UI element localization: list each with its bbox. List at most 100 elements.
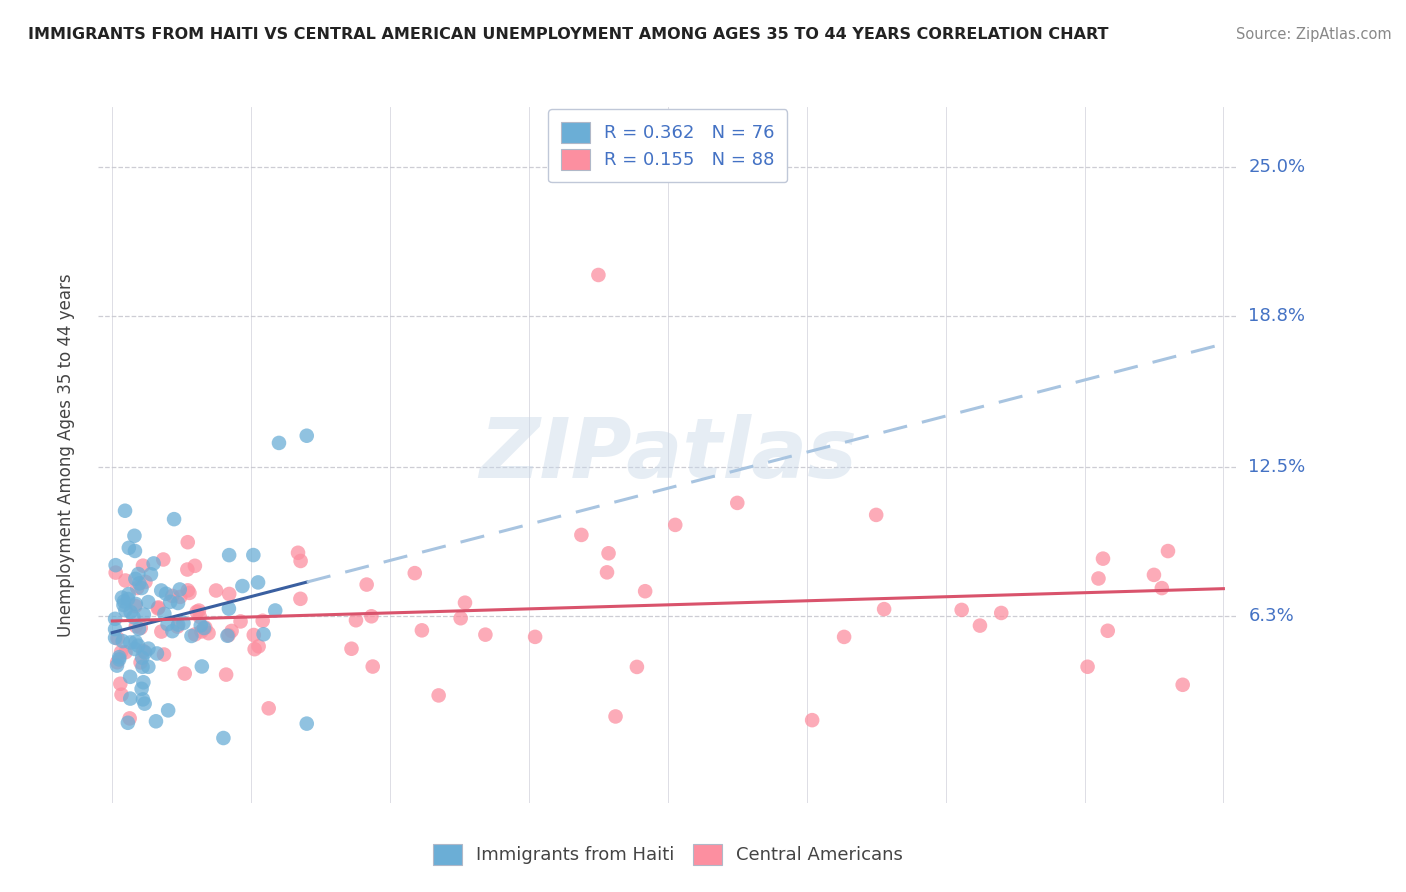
Point — [215, 667, 238, 681]
Point — [128, 622, 150, 636]
Point — [167, 596, 190, 610]
Point — [163, 512, 186, 526]
Point — [231, 579, 253, 593]
Point — [172, 615, 194, 630]
Point — [193, 621, 215, 635]
Point — [474, 627, 496, 641]
Point — [122, 610, 145, 624]
Point — [155, 587, 177, 601]
Point — [120, 605, 142, 619]
Point — [110, 645, 132, 659]
Point — [156, 617, 179, 632]
Point — [267, 436, 290, 450]
Text: 18.8%: 18.8% — [1249, 307, 1305, 325]
Point — [146, 647, 169, 661]
Point — [153, 648, 176, 662]
Point — [596, 566, 619, 580]
Point — [134, 697, 156, 711]
Legend: Immigrants from Haiti, Central Americans: Immigrants from Haiti, Central Americans — [420, 831, 915, 877]
Point — [152, 552, 174, 566]
Point — [120, 691, 142, 706]
Point — [290, 554, 312, 568]
Point — [110, 677, 132, 691]
Point — [124, 635, 146, 649]
Point — [1150, 581, 1173, 595]
Point — [148, 600, 170, 615]
Point — [127, 581, 149, 595]
Point — [129, 621, 152, 635]
Point — [132, 675, 155, 690]
Point — [865, 508, 887, 522]
Text: Source: ZipAtlas.com: Source: ZipAtlas.com — [1236, 27, 1392, 42]
Point — [150, 624, 173, 639]
Text: 6.3%: 6.3% — [1249, 607, 1294, 624]
Point — [221, 624, 243, 638]
Point — [108, 650, 131, 665]
Point — [125, 597, 148, 611]
Point — [287, 546, 309, 560]
Text: 12.5%: 12.5% — [1249, 458, 1306, 476]
Point — [142, 557, 165, 571]
Point — [153, 607, 176, 621]
Point — [205, 583, 228, 598]
Point — [605, 709, 627, 723]
Point — [138, 660, 160, 674]
Point — [588, 268, 610, 282]
Point — [132, 644, 155, 658]
Point — [218, 587, 240, 601]
Point — [252, 627, 274, 641]
Point — [124, 544, 146, 558]
Point — [188, 610, 211, 624]
Point — [139, 567, 162, 582]
Point — [104, 566, 127, 580]
Point — [218, 628, 240, 642]
Point — [243, 642, 266, 657]
Point — [295, 428, 318, 442]
Point — [427, 689, 450, 703]
Point — [114, 574, 136, 588]
Point — [361, 659, 384, 673]
Point — [131, 660, 153, 674]
Text: IMMIGRANTS FROM HAITI VS CENTRAL AMERICAN UNEMPLOYMENT AMONG AGES 35 TO 44 YEARS: IMMIGRANTS FROM HAITI VS CENTRAL AMERICA… — [28, 27, 1108, 42]
Point — [242, 628, 264, 642]
Point — [1091, 551, 1114, 566]
Point — [218, 548, 240, 562]
Point — [832, 630, 855, 644]
Point — [264, 603, 287, 617]
Point — [157, 703, 180, 717]
Point — [125, 619, 148, 633]
Point — [247, 640, 270, 654]
Point — [664, 517, 686, 532]
Point — [184, 558, 207, 573]
Point — [177, 535, 200, 549]
Point — [626, 660, 648, 674]
Point — [186, 605, 208, 619]
Point — [1087, 572, 1109, 586]
Point — [1077, 659, 1099, 673]
Point — [114, 645, 136, 659]
Point — [187, 604, 209, 618]
Point — [114, 603, 136, 617]
Point — [112, 594, 135, 608]
Text: 25.0%: 25.0% — [1249, 158, 1306, 176]
Point — [118, 711, 141, 725]
Point — [1171, 678, 1194, 692]
Point — [132, 607, 155, 622]
Point — [145, 714, 167, 729]
Point — [176, 562, 198, 576]
Point — [356, 577, 378, 591]
Point — [127, 639, 149, 653]
Point — [117, 715, 139, 730]
Point — [166, 619, 188, 633]
Point — [290, 591, 312, 606]
Point — [571, 528, 593, 542]
Point — [104, 631, 127, 645]
Point — [150, 583, 173, 598]
Point — [598, 546, 620, 560]
Point — [242, 548, 264, 562]
Point — [411, 624, 433, 638]
Point — [218, 601, 240, 615]
Point — [167, 617, 190, 632]
Point — [146, 601, 169, 615]
Point — [344, 613, 367, 627]
